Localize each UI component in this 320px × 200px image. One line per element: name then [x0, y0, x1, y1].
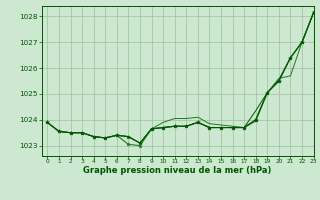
X-axis label: Graphe pression niveau de la mer (hPa): Graphe pression niveau de la mer (hPa) — [84, 166, 272, 175]
